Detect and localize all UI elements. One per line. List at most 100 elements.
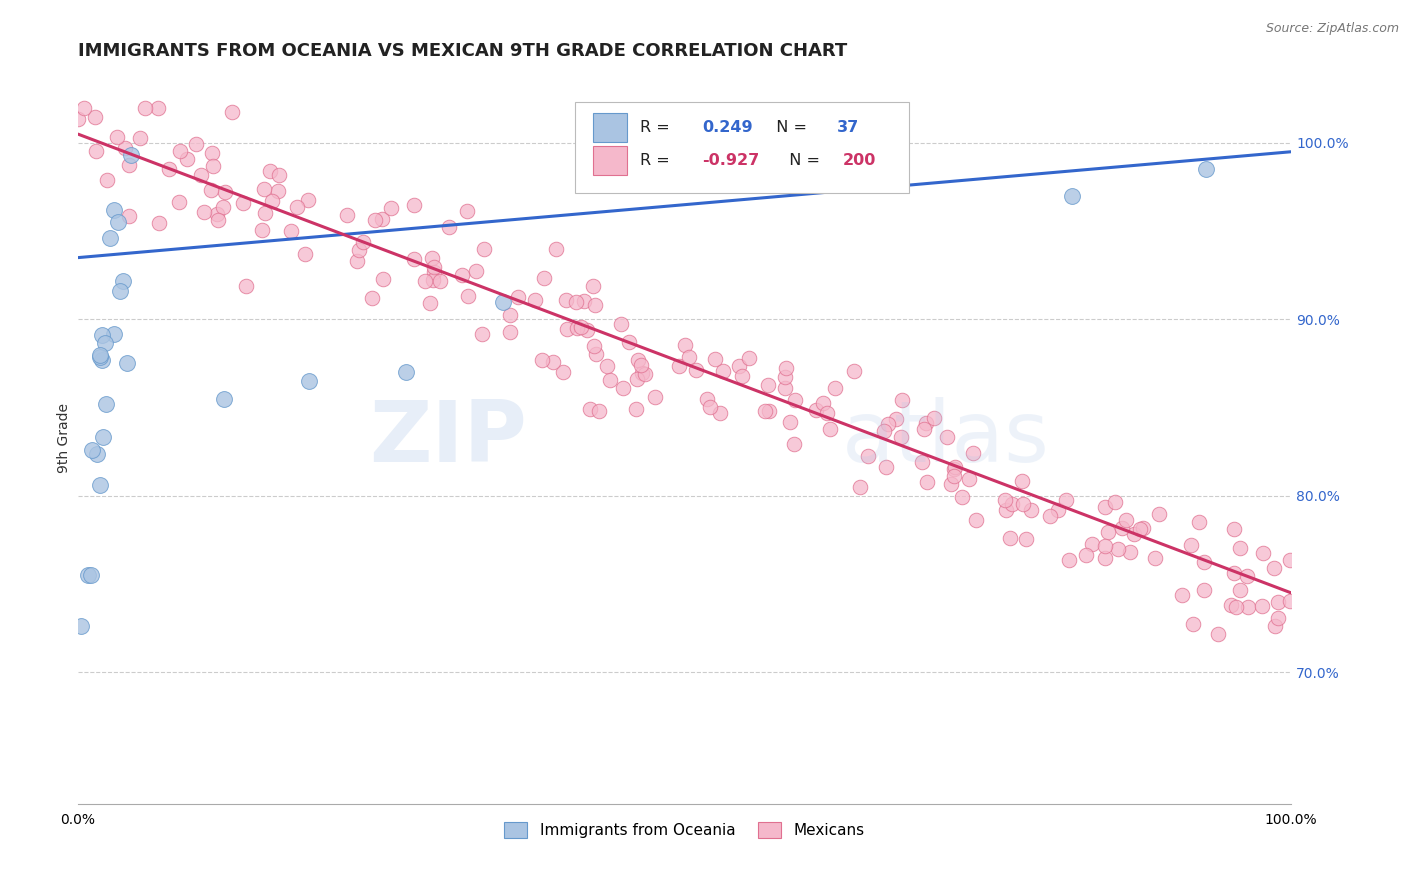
- Point: [1188, 515, 1211, 529]
- Point: [1076, 548, 1098, 562]
- Point: [118, 209, 141, 223]
- Point: [811, 396, 834, 410]
- Point: [1129, 522, 1152, 536]
- Point: [457, 288, 479, 302]
- Point: [704, 352, 727, 367]
- Text: R =: R =: [640, 153, 675, 168]
- Point: [157, 161, 180, 176]
- Point: [259, 163, 281, 178]
- Point: [754, 403, 776, 417]
- Point: [668, 359, 690, 374]
- Point: [1267, 595, 1289, 609]
- Point: [818, 422, 841, 436]
- Point: [146, 101, 169, 115]
- Point: [1267, 610, 1289, 624]
- Point: [439, 219, 461, 234]
- Point: [994, 492, 1017, 507]
- Point: [567, 321, 589, 335]
- Point: [551, 365, 574, 379]
- Point: [1097, 525, 1119, 540]
- Point: [266, 185, 288, 199]
- Point: [394, 365, 416, 379]
- Point: [1104, 494, 1126, 508]
- Legend: Immigrants from Oceania, Mexicans: Immigrants from Oceania, Mexicans: [498, 816, 870, 844]
- Point: [1237, 600, 1260, 615]
- Point: [1115, 513, 1137, 527]
- Point: [530, 352, 553, 367]
- Point: [1118, 545, 1140, 559]
- Point: [103, 202, 125, 217]
- Point: [1019, 502, 1042, 516]
- Point: [347, 244, 370, 258]
- Point: [373, 272, 395, 286]
- Point: [169, 145, 191, 159]
- Point: [1236, 568, 1258, 582]
- Point: [108, 285, 131, 299]
- Point: [709, 406, 731, 420]
- Point: [884, 411, 907, 425]
- Text: 0.249: 0.249: [703, 120, 754, 135]
- Point: [212, 392, 235, 406]
- Point: [76, 567, 98, 582]
- Point: [294, 246, 316, 260]
- Point: [134, 101, 156, 115]
- Point: [634, 367, 657, 381]
- Point: [1223, 523, 1246, 537]
- Point: [914, 416, 936, 430]
- Point: [842, 364, 865, 378]
- Point: [118, 53, 141, 67]
- Point: [685, 363, 707, 377]
- Text: Source: ZipAtlas.com: Source: ZipAtlas.com: [1265, 22, 1399, 36]
- Point: [711, 364, 734, 378]
- Point: [107, 214, 129, 228]
- Point: [588, 404, 610, 418]
- Point: [773, 381, 796, 395]
- Point: [942, 468, 965, 483]
- Point: [114, 140, 136, 154]
- Point: [93, 430, 115, 444]
- Point: [804, 403, 827, 417]
- Point: [1180, 538, 1202, 552]
- Point: [269, 168, 291, 182]
- Point: [1182, 617, 1205, 632]
- Point: [579, 401, 602, 416]
- Point: [1094, 500, 1116, 515]
- Point: [630, 358, 652, 372]
- Point: [89, 350, 111, 364]
- Point: [1278, 552, 1301, 566]
- Point: [91, 353, 114, 368]
- Point: [1192, 555, 1215, 569]
- Point: [1111, 521, 1133, 535]
- Point: [423, 260, 446, 274]
- Point: [499, 308, 522, 322]
- Point: [1251, 546, 1274, 560]
- Point: [1143, 551, 1166, 566]
- Point: [626, 401, 648, 416]
- Point: [69, 619, 91, 633]
- Point: [1011, 497, 1033, 511]
- Point: [402, 198, 425, 212]
- Point: [491, 294, 513, 309]
- Point: [1195, 162, 1218, 177]
- Point: [72, 101, 94, 115]
- Point: [96, 173, 118, 187]
- Point: [1263, 561, 1285, 575]
- Point: [86, 447, 108, 461]
- Point: [942, 462, 965, 476]
- Point: [817, 406, 839, 420]
- Point: [94, 336, 117, 351]
- Text: R =: R =: [640, 120, 675, 135]
- Point: [380, 201, 402, 215]
- Point: [1039, 508, 1062, 523]
- Point: [207, 213, 229, 227]
- Point: [297, 374, 319, 388]
- Point: [260, 194, 283, 209]
- Point: [352, 235, 374, 249]
- Point: [555, 293, 578, 307]
- Point: [1001, 497, 1024, 511]
- Point: [696, 392, 718, 407]
- Point: [201, 146, 224, 161]
- Point: [471, 326, 494, 341]
- Point: [856, 450, 879, 464]
- Point: [673, 338, 696, 352]
